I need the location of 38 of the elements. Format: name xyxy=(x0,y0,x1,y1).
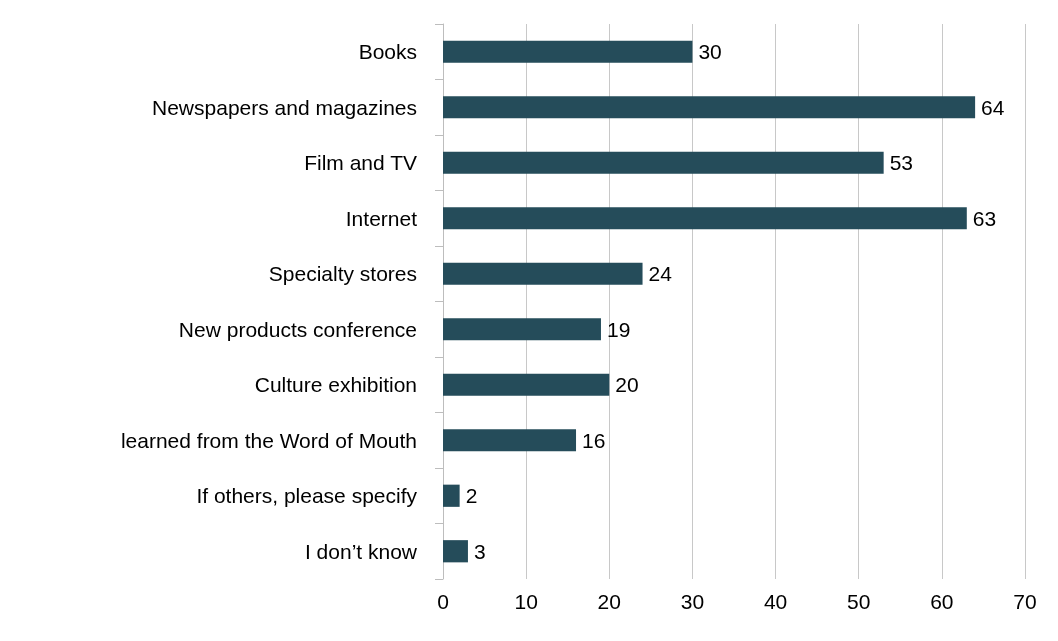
bar xyxy=(443,96,976,119)
y-tick-label: If others, please specify xyxy=(196,484,418,508)
x-tick-label: 70 xyxy=(1013,590,1037,613)
x-tick-label: 30 xyxy=(680,590,705,613)
data-label: 63 xyxy=(972,206,997,230)
data-label: 2 xyxy=(465,484,478,508)
data-label: 16 xyxy=(582,428,606,452)
data-label: 64 xyxy=(981,95,1005,119)
y-tick-label: Specialty stores xyxy=(268,262,417,286)
data-label: 19 xyxy=(606,317,631,341)
x-tick-label: 60 xyxy=(930,590,954,613)
x-tick-label: 50 xyxy=(847,590,871,613)
y-tick-label: Culture exhibition xyxy=(254,373,417,397)
y-tick-label: Newspapers and magazines xyxy=(152,95,417,119)
x-tick-label: 40 xyxy=(763,590,788,613)
data-label: 20 xyxy=(615,373,639,397)
bar xyxy=(443,207,967,230)
bar xyxy=(443,151,884,174)
bar xyxy=(443,429,577,452)
bar xyxy=(443,540,468,563)
y-tick-label: Internet xyxy=(345,206,418,230)
y-tick-label: Books xyxy=(358,40,417,64)
bar xyxy=(443,262,643,285)
y-tick-label: learned from the Word of Mouth xyxy=(120,428,417,452)
bar xyxy=(443,40,693,63)
y-tick-label: Film and TV xyxy=(304,151,417,175)
data-label: 24 xyxy=(648,262,673,286)
bar xyxy=(443,373,610,396)
x-tick-label: 0 xyxy=(437,590,449,613)
y-tick-label: New products conference xyxy=(178,317,417,341)
data-label: 3 xyxy=(473,539,486,563)
bar xyxy=(443,484,460,507)
bar xyxy=(443,318,601,341)
x-tick-label: 20 xyxy=(597,590,621,613)
data-label: 30 xyxy=(698,40,722,64)
data-label: 53 xyxy=(889,151,914,175)
y-tick-label: I don’t know xyxy=(304,539,418,563)
x-tick-label: 10 xyxy=(514,590,538,613)
